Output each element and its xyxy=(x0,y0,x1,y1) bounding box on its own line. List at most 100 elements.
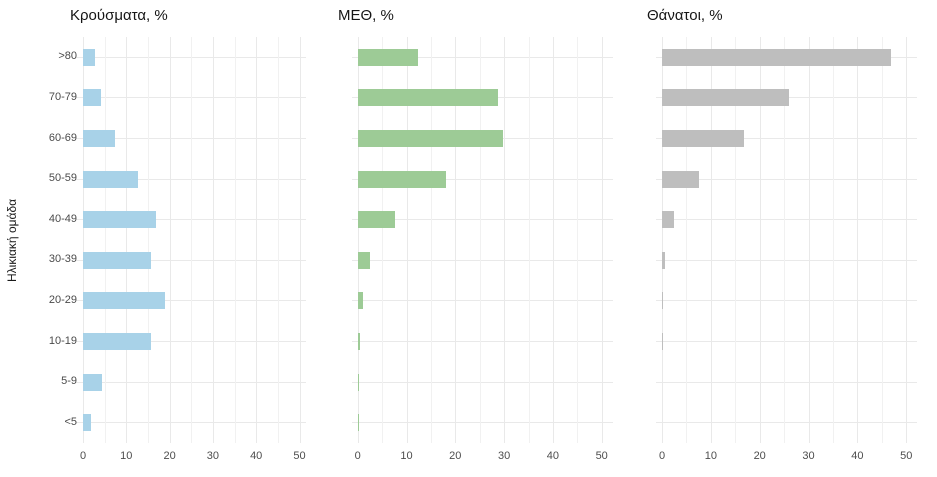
major-gridline xyxy=(906,37,908,443)
bar-30-39 xyxy=(357,251,370,269)
bar-40-49 xyxy=(662,211,675,229)
x-tick-label: 50 xyxy=(293,450,306,462)
major-gridline xyxy=(710,37,712,443)
major-gridline xyxy=(662,37,663,443)
x-tick-label: 30 xyxy=(802,450,815,462)
bar-70-79 xyxy=(83,89,102,107)
x-tick-label: 10 xyxy=(120,450,133,462)
bar-10-19 xyxy=(662,333,663,350)
horizontal-gridline xyxy=(76,97,306,99)
bar-20-29 xyxy=(83,292,166,310)
minor-gridline xyxy=(104,37,106,443)
bar->80 xyxy=(662,48,891,66)
x-tick-label: 20 xyxy=(449,450,462,462)
chart-title-deaths: Θάνατοι, % xyxy=(647,7,723,24)
minor-gridline xyxy=(784,37,786,443)
horizontal-gridline xyxy=(76,56,306,58)
horizontal-gridline xyxy=(352,300,613,302)
chart-panel-cases: 0 10 20 30 40 50 xyxy=(76,37,306,462)
horizontal-gridline xyxy=(352,422,613,424)
horizontal-gridline xyxy=(352,178,613,180)
age-group-label: <5 xyxy=(64,415,77,428)
minor-gridline xyxy=(577,37,579,443)
minor-gridline xyxy=(430,37,432,443)
age-group-label: 40-49 xyxy=(48,212,77,225)
horizontal-gridline xyxy=(352,259,613,261)
y-axis-title: Ηλικιακή ομάδα xyxy=(5,198,19,282)
chart-panel-deaths: 0 10 20 30 40 50 xyxy=(656,37,917,462)
x-tick-label: 0 xyxy=(354,450,361,462)
bar-70-79 xyxy=(662,89,790,107)
bar-40-49 xyxy=(83,211,157,229)
horizontal-gridline xyxy=(76,178,306,180)
age-group-label: 10-19 xyxy=(48,334,77,347)
major-gridline xyxy=(126,37,128,443)
major-gridline xyxy=(256,37,258,443)
x-tick-label: 30 xyxy=(497,450,511,462)
horizontal-gridline xyxy=(656,422,917,424)
bar-40-49 xyxy=(357,211,396,229)
age-group-label: >80 xyxy=(58,50,77,63)
age-group-label: 30-39 xyxy=(48,253,77,266)
horizontal-gridline xyxy=(76,300,306,302)
horizontal-gridline xyxy=(352,341,613,342)
minor-gridline xyxy=(191,37,193,443)
horizontal-gridline xyxy=(76,381,306,383)
bar-60-69 xyxy=(83,130,116,147)
horizontal-gridline xyxy=(352,219,613,221)
x-tick-label: 20 xyxy=(753,450,766,462)
bar-5-9 xyxy=(357,373,359,391)
horizontal-gridline xyxy=(76,138,306,139)
bar->80 xyxy=(83,48,96,66)
chart-title-cases: Κρούσματα, % xyxy=(70,7,168,24)
minor-gridline xyxy=(382,37,384,443)
horizontal-gridline xyxy=(76,422,306,424)
horizontal-gridline xyxy=(76,259,306,261)
horizontal-gridline xyxy=(76,341,306,342)
bar-20-29 xyxy=(357,292,363,310)
horizontal-gridline xyxy=(656,381,917,383)
age-group-label: 50-59 xyxy=(48,172,77,185)
x-tick-label: 50 xyxy=(595,450,608,462)
horizontal-gridline xyxy=(656,259,917,261)
minor-gridline xyxy=(234,37,236,443)
bar-<5 xyxy=(357,414,359,432)
minor-gridline xyxy=(881,37,883,443)
horizontal-gridline xyxy=(656,138,917,139)
horizontal-gridline xyxy=(76,219,306,221)
major-gridline xyxy=(808,37,810,443)
major-gridline xyxy=(455,37,457,443)
x-tick-label: 20 xyxy=(163,450,176,462)
minor-gridline xyxy=(528,37,530,443)
major-gridline xyxy=(552,37,554,443)
age-group-label: 70-79 xyxy=(48,90,77,103)
x-tick-label: 50 xyxy=(900,450,913,462)
bar->80 xyxy=(357,48,419,66)
major-gridline xyxy=(83,37,84,443)
x-tick-label: 0 xyxy=(79,450,87,462)
horizontal-gridline xyxy=(656,341,917,342)
bar-5-9 xyxy=(83,373,103,391)
chart-panel-icu: 0 10 20 30 40 50 xyxy=(352,37,613,462)
bar-10-19 xyxy=(83,333,151,350)
age-group-label: 5-9 xyxy=(61,375,77,388)
horizontal-gridline xyxy=(656,300,917,302)
bar-50-59 xyxy=(662,170,700,188)
x-tick-label: 40 xyxy=(546,450,560,462)
major-gridline xyxy=(357,37,359,443)
x-tick-label: 40 xyxy=(250,450,263,462)
major-gridline xyxy=(299,37,301,443)
x-tick-label: 30 xyxy=(206,450,220,462)
minor-gridline xyxy=(479,37,481,443)
age-group-label: 60-69 xyxy=(48,131,77,144)
bar-60-69 xyxy=(357,130,503,147)
x-tick-label: 10 xyxy=(400,450,413,462)
horizontal-gridline xyxy=(656,178,917,180)
chart-title-icu: ΜΕΘ, % xyxy=(338,7,394,24)
minor-gridline xyxy=(686,37,688,443)
x-tick-label: 10 xyxy=(704,450,717,462)
minor-gridline xyxy=(147,37,149,443)
major-gridline xyxy=(212,37,214,443)
age-group-label: 20-29 xyxy=(48,293,77,306)
x-tick-label: 40 xyxy=(851,450,864,462)
